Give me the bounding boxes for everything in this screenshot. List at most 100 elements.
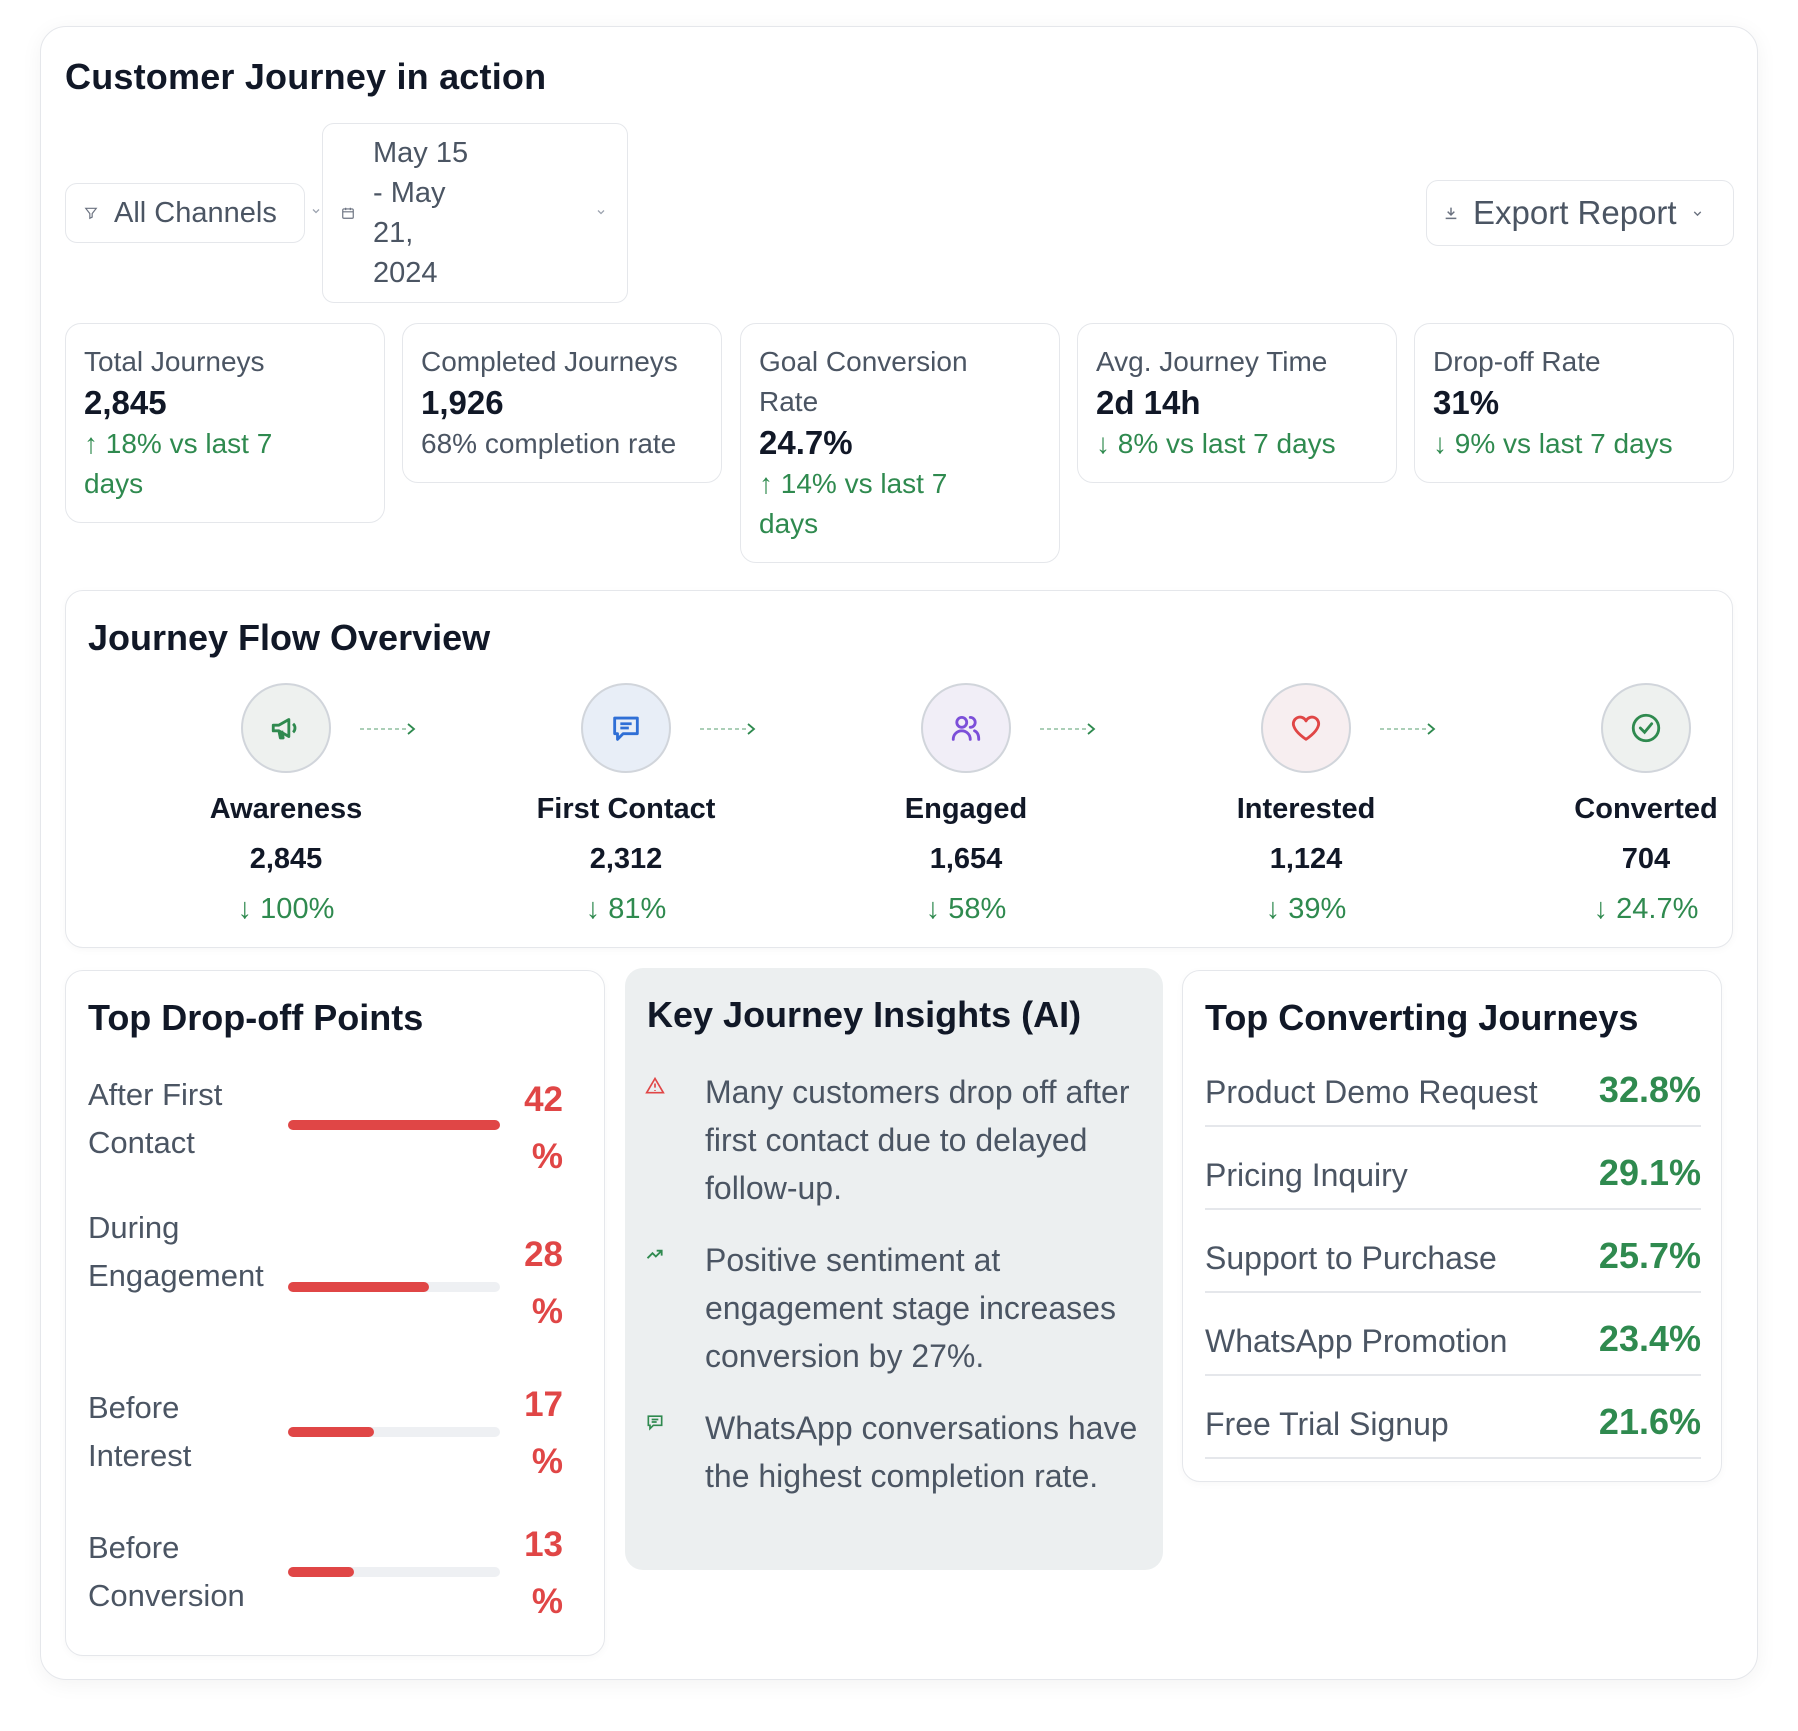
converting-row[interactable]: Support to Purchase 25.7% [1205,1210,1701,1293]
dropoff-panel: Top Drop-off Points After First Contact … [65,970,605,1656]
metric-subtext: 68% completion rate [421,428,677,459]
journey-rate: 21.6% [1598,1401,1701,1442]
export-report-label: Export Report [1473,194,1677,231]
converting-title: Top Converting Journeys [1205,997,1639,1038]
stage-name: Interested [1236,793,1376,825]
journey-flow-panel: Journey Flow Overview Awareness 2,845 ↓ … [65,590,1733,948]
dropoff-percent-symbol: % [531,1442,563,1481]
journey-name: Pricing Inquiry [1205,1157,1408,1193]
stage-count: 704 [1621,843,1671,875]
stage-count: 1,124 [1269,843,1343,875]
chevron-down-icon [312,209,320,214]
metric-card-completed-journeys: Completed Journeys 1,926 68% completion … [402,323,722,483]
stage-count: 1,654 [929,843,1003,875]
stage-name: First Contact [536,793,716,825]
heart-icon [1261,683,1351,773]
metric-label: Avg. Journey Time [1096,346,1328,377]
journey-rate: 23.4% [1598,1318,1701,1359]
check-circle-icon [1601,683,1691,773]
converting-row[interactable]: WhatsApp Promotion 23.4% [1205,1293,1701,1376]
stage-name: Converted [1574,793,1718,825]
journey-flow-title: Journey Flow Overview [88,617,491,658]
chevron-down-icon [1693,210,1701,216]
dropoff-percent-number: 13 [524,1525,563,1564]
dropoff-label: During Engagement [88,1210,264,1293]
metric-label: Completed Journeys [421,346,678,377]
journey-rate: 29.1% [1598,1152,1701,1193]
metric-trend: ↑ 14% vs last 7 [759,468,948,499]
channel-filter-label: All Channels [114,196,277,229]
flow-arrow-icon [700,723,756,735]
stage-count: 2,845 [249,843,323,875]
dropoff-bar-track [288,1567,500,1577]
flow-stage-converted[interactable]: Converted 704 ↓ 24.7% [1516,683,1776,929]
metric-value: 2d 14h [1096,384,1201,421]
dropoff-label: Before Interest [88,1390,192,1473]
metric-value: 24.7% [759,424,853,461]
metric-label: Drop-off Rate [1433,346,1601,377]
filter-icon [84,207,98,220]
dropoff-title: Top Drop-off Points [88,997,424,1038]
stage-percent: ↓ 58% [925,893,1007,925]
dropoff-bar-track [288,1120,500,1130]
journey-name: WhatsApp Promotion [1205,1323,1508,1359]
stage-name: Awareness [209,793,363,825]
date-range-label: May 15 - May 21, 2024 [373,133,483,293]
metric-label: Total Journeys [84,346,265,377]
converting-row[interactable]: Product Demo Request 32.8% [1205,1044,1701,1127]
insight-text: WhatsApp conversations have the highest … [705,1410,1138,1494]
megaphone-icon [241,683,331,773]
page-title: Customer Journey in action [65,56,547,97]
flow-stage-awareness[interactable]: Awareness 2,845 ↓ 100% [156,683,416,929]
metric-label: Goal Conversion [759,346,968,377]
trend-up-icon [646,1249,663,1259]
stage-name: Engaged [904,793,1028,825]
dropoff-percent-number: 42 [524,1080,563,1119]
chat-icon [581,683,671,773]
flow-stage-engaged[interactable]: Engaged 1,654 ↓ 58% [836,683,1096,929]
date-line: May 15 [373,137,469,169]
dropoff-percent: 17% [503,1376,563,1490]
metric-trend: days [84,468,144,499]
date-range-picker[interactable]: May 15 - May 21, 2024 [322,123,628,303]
flow-stage-interested[interactable]: Interested 1,124 ↓ 39% [1176,683,1436,929]
metric-value: 2,845 [84,384,167,421]
stage-percent: ↓ 24.7% [1593,893,1699,925]
metric-trend: ↓ 9% vs last 7 days [1433,428,1673,459]
dropoff-bar-fill [288,1567,354,1577]
dropoff-percent: 42% [503,1071,563,1185]
metric-trend: ↓ 8% vs last 7 days [1096,428,1336,459]
flow-stage-first-contact[interactable]: First Contact 2,312 ↓ 81% [496,683,756,929]
insight-text: Positive sentiment at engagement stage i… [705,1242,1116,1374]
metric-trend: ↑ 18% vs last 7 [84,428,273,459]
metric-card-total-journeys: Total Journeys 2,845 ↑ 18% vs last 7 day… [65,323,385,523]
export-report-button[interactable]: Export Report [1426,180,1734,246]
download-icon [1445,207,1457,220]
dropoff-percent-symbol: % [531,1137,563,1176]
dropoff-bar-fill [288,1427,374,1437]
converting-row[interactable]: Pricing Inquiry 29.1% [1205,1127,1701,1210]
dropoff-label: After First Contact [88,1077,223,1160]
converting-row[interactable]: Free Trial Signup 21.6% [1205,1376,1701,1459]
dropoff-percent-symbol: % [531,1292,563,1331]
stage-percent: ↓ 100% [237,893,335,925]
message-icon [647,1415,663,1431]
journey-name: Product Demo Request [1205,1074,1538,1110]
flow-arrow-icon [1040,723,1096,735]
date-line: 21, [373,217,414,249]
dropoff-percent: 28% [503,1226,563,1340]
insights-panel: Key Journey Insights (AI) Many customers… [625,968,1163,1570]
journey-name: Support to Purchase [1205,1240,1497,1276]
journey-rate: 25.7% [1598,1235,1701,1276]
dropoff-percent-number: 17 [524,1385,563,1424]
flow-arrow-icon [1380,723,1436,735]
dropoff-bar-track [288,1427,500,1437]
stage-count: 2,312 [589,843,663,875]
date-line: - May [373,177,446,209]
metric-value: 31% [1433,384,1500,421]
insight-text: Many customers drop off after first cont… [705,1074,1130,1206]
channel-filter-dropdown[interactable]: All Channels [65,183,320,243]
journey-name: Free Trial Signup [1205,1406,1449,1442]
warning-icon [645,1076,665,1094]
dropoff-bar-track [288,1282,500,1292]
